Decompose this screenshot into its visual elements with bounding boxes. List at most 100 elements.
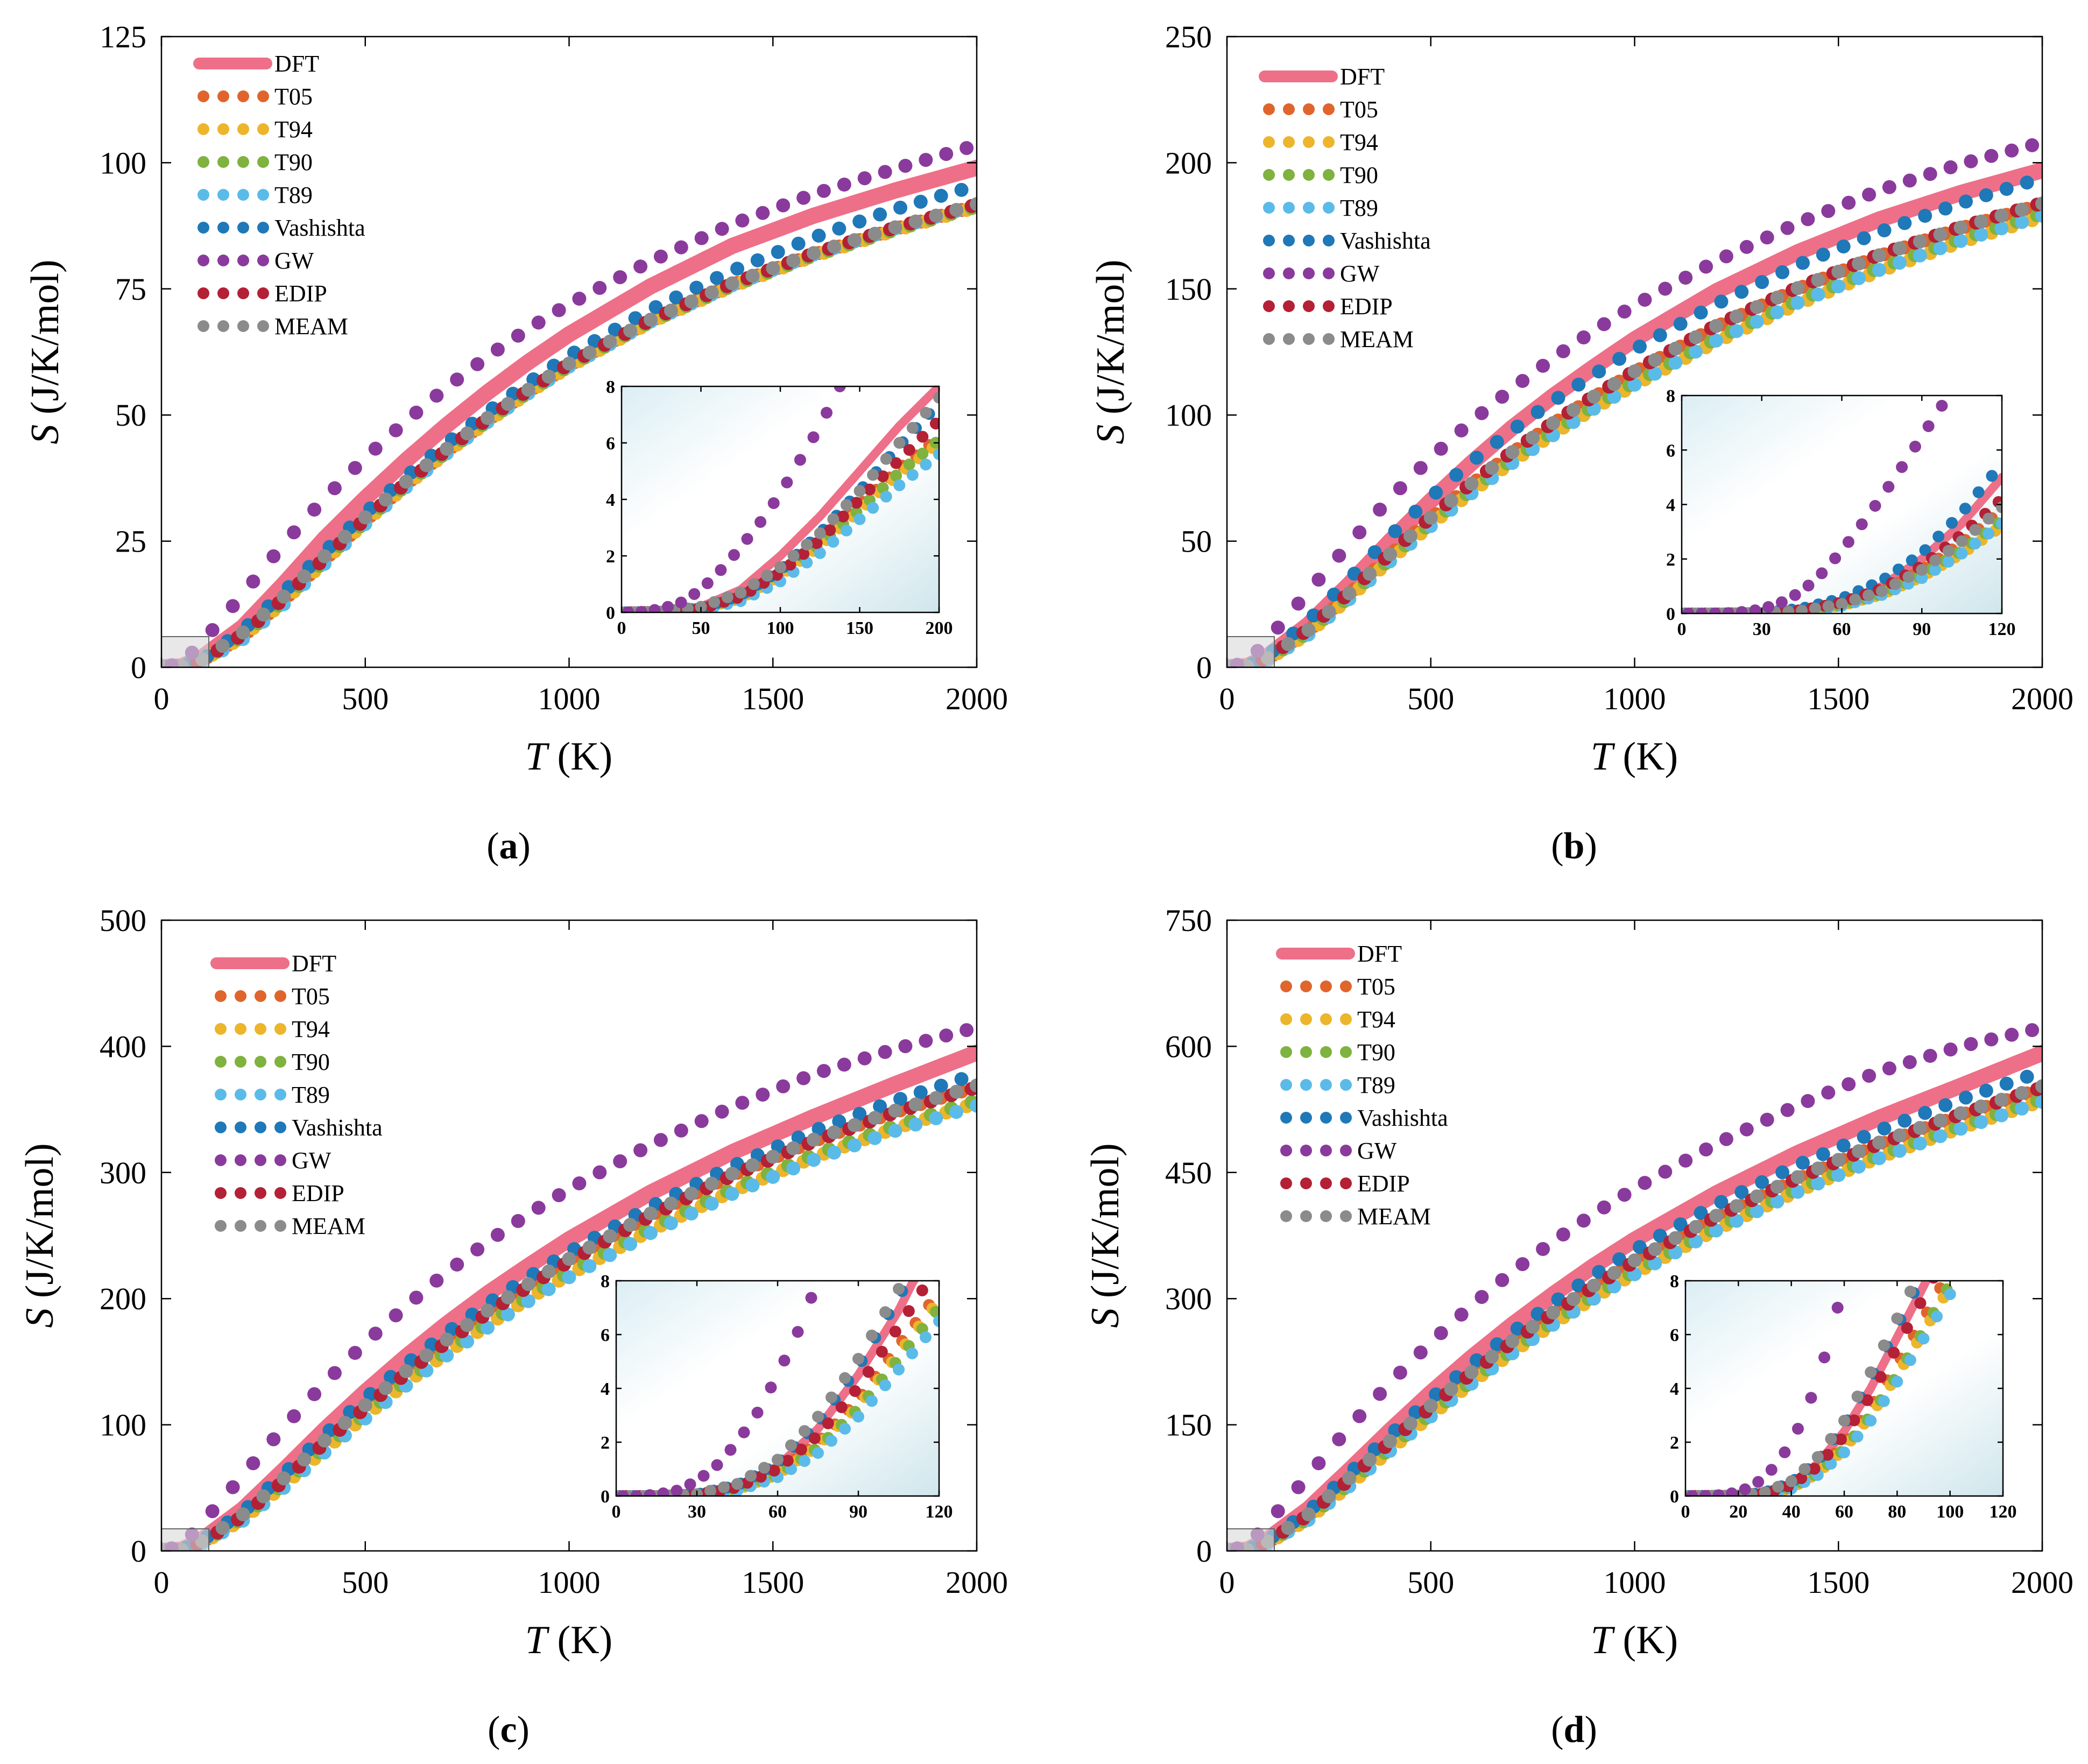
data-point-t89 xyxy=(812,1447,824,1459)
data-point-t89 xyxy=(1825,1458,1837,1470)
legend-swatch-dot-meam xyxy=(1300,1210,1312,1222)
data-point-t89 xyxy=(1904,1354,1916,1366)
panel-a-xtick-label: 500 xyxy=(342,681,389,716)
data-point-meam xyxy=(1759,1486,1771,1496)
legend-label-edip: EDIP xyxy=(1357,1170,1410,1197)
data-point-edip xyxy=(1928,1281,1939,1284)
panel-c-xtick-label: 500 xyxy=(342,1565,389,1600)
data-point-vashishta xyxy=(1429,485,1443,500)
data-point-gw xyxy=(1271,620,1285,635)
data-point-t89 xyxy=(888,1124,902,1138)
data-point-vashishta xyxy=(1775,265,1790,279)
data-point-gw xyxy=(266,1432,281,1447)
data-point-vashishta xyxy=(1694,305,1708,320)
data-point-meam xyxy=(814,527,826,539)
panel-d-inset-xtick-label: 120 xyxy=(1990,1502,2017,1522)
data-point-meam xyxy=(684,294,699,309)
data-point-meam xyxy=(745,269,760,283)
panel-d-ytick-label: 750 xyxy=(1165,903,1212,938)
data-point-meam xyxy=(1505,1334,1520,1349)
legend-label-vashishta: Vashishta xyxy=(1357,1105,1448,1131)
data-point-gw xyxy=(450,372,464,387)
data-point-t89 xyxy=(1872,1151,1886,1166)
legend-label-t90: T90 xyxy=(292,1049,330,1075)
data-point-vashishta xyxy=(893,200,907,215)
data-point-gw xyxy=(552,303,566,317)
data-point-meam xyxy=(2015,1086,2029,1100)
data-point-gw xyxy=(1739,1122,1754,1137)
data-point-meam xyxy=(747,578,760,590)
data-point-meam xyxy=(718,1481,730,1493)
data-point-gw xyxy=(1726,1487,1738,1496)
panel-b-ytick-label: 150 xyxy=(1165,272,1212,307)
legend-swatch-dot-t90 xyxy=(1340,1046,1352,1058)
data-point-gw xyxy=(688,588,701,600)
data-point-vashishta xyxy=(771,1139,785,1154)
legend-swatch-dot-t05 xyxy=(1280,980,1292,992)
legend-swatch-dot-t90 xyxy=(1323,169,1335,181)
data-point-gw xyxy=(1332,1432,1346,1447)
data-point-vashishta xyxy=(669,290,683,305)
legend-swatch-dot-t89 xyxy=(1300,1079,1312,1091)
data-point-meam xyxy=(1997,1205,2009,1217)
data-point-edip xyxy=(1795,1472,1808,1484)
data-point-gw xyxy=(1739,1483,1751,1495)
panel-a: 0 500 1000 1500 2000 0 25 50 75 100 125 … xyxy=(23,19,1008,867)
data-point-meam xyxy=(807,246,821,260)
data-point-meam xyxy=(1363,567,1377,581)
data-point-t89 xyxy=(1933,1129,1948,1144)
panel-c-ytick-label: 100 xyxy=(100,1408,146,1443)
legend-swatch-dot-gw xyxy=(1320,1145,1332,1156)
data-point-t89 xyxy=(867,502,879,514)
legend-swatch-dot-t89 xyxy=(215,1089,227,1100)
panel-b-ticks xyxy=(1226,36,2043,668)
data-point-meam xyxy=(500,1290,515,1304)
data-point-vashishta xyxy=(1959,1090,1973,1105)
panel-d-inset-xtick-label: 0 xyxy=(1681,1502,1690,1522)
data-point-meam xyxy=(866,1329,878,1342)
data-point-meam xyxy=(1913,234,1927,249)
data-point-t89 xyxy=(1984,1243,1995,1254)
legend-swatch-dot-edip xyxy=(197,287,209,299)
data-point-t89 xyxy=(1892,1144,1907,1158)
data-point-gw xyxy=(1536,1242,1550,1256)
data-point-meam xyxy=(664,304,678,318)
legend-swatch-dot-t94 xyxy=(1303,136,1315,148)
data-point-gw xyxy=(1712,1489,1725,1496)
legend-swatch-dot-gw xyxy=(1303,267,1315,279)
data-point-gw xyxy=(225,599,240,613)
legend-swatch-dot-t05 xyxy=(1320,980,1332,992)
panel-c-inset-ticks xyxy=(615,1280,940,1497)
data-point-t90 xyxy=(916,447,929,460)
data-point-gw xyxy=(1311,1456,1326,1471)
data-point-meam xyxy=(725,1167,739,1181)
data-point-meam xyxy=(704,1485,716,1496)
data-point-gw xyxy=(756,1088,770,1102)
data-point-edip xyxy=(1808,1463,1821,1475)
data-point-vashishta xyxy=(2020,175,2034,190)
legend-label-t94: T94 xyxy=(1357,1006,1395,1033)
data-point-meam xyxy=(337,1416,352,1430)
panel-d-ytick-label: 600 xyxy=(1165,1029,1212,1064)
data-point-meam xyxy=(399,1364,413,1378)
data-point-meam xyxy=(582,345,597,360)
data-point-gw xyxy=(1831,1302,1844,1314)
data-point-meam xyxy=(1974,214,1988,229)
data-point-gw xyxy=(694,231,709,245)
data-point-meam xyxy=(297,569,312,584)
data-point-meam xyxy=(847,233,862,248)
panel-d-inset-xtick-label: 80 xyxy=(1888,1502,1906,1522)
data-point-gw xyxy=(1393,1365,1407,1380)
data-point-vashishta xyxy=(343,1405,357,1419)
data-point-t89 xyxy=(814,547,826,559)
data-point-meam xyxy=(1892,1128,1907,1142)
data-point-vashishta xyxy=(934,1078,948,1093)
data-point-gw xyxy=(1373,1387,1387,1401)
data-point-gw xyxy=(674,240,688,255)
data-point-meam xyxy=(1709,319,1723,333)
data-point-gw xyxy=(1856,518,1868,531)
data-point-gw xyxy=(1495,390,1509,404)
data-point-meam xyxy=(1918,1259,1930,1271)
data-point-t89 xyxy=(1851,1430,1864,1443)
panel-c-x-axis-title: T (K) xyxy=(525,1618,612,1662)
